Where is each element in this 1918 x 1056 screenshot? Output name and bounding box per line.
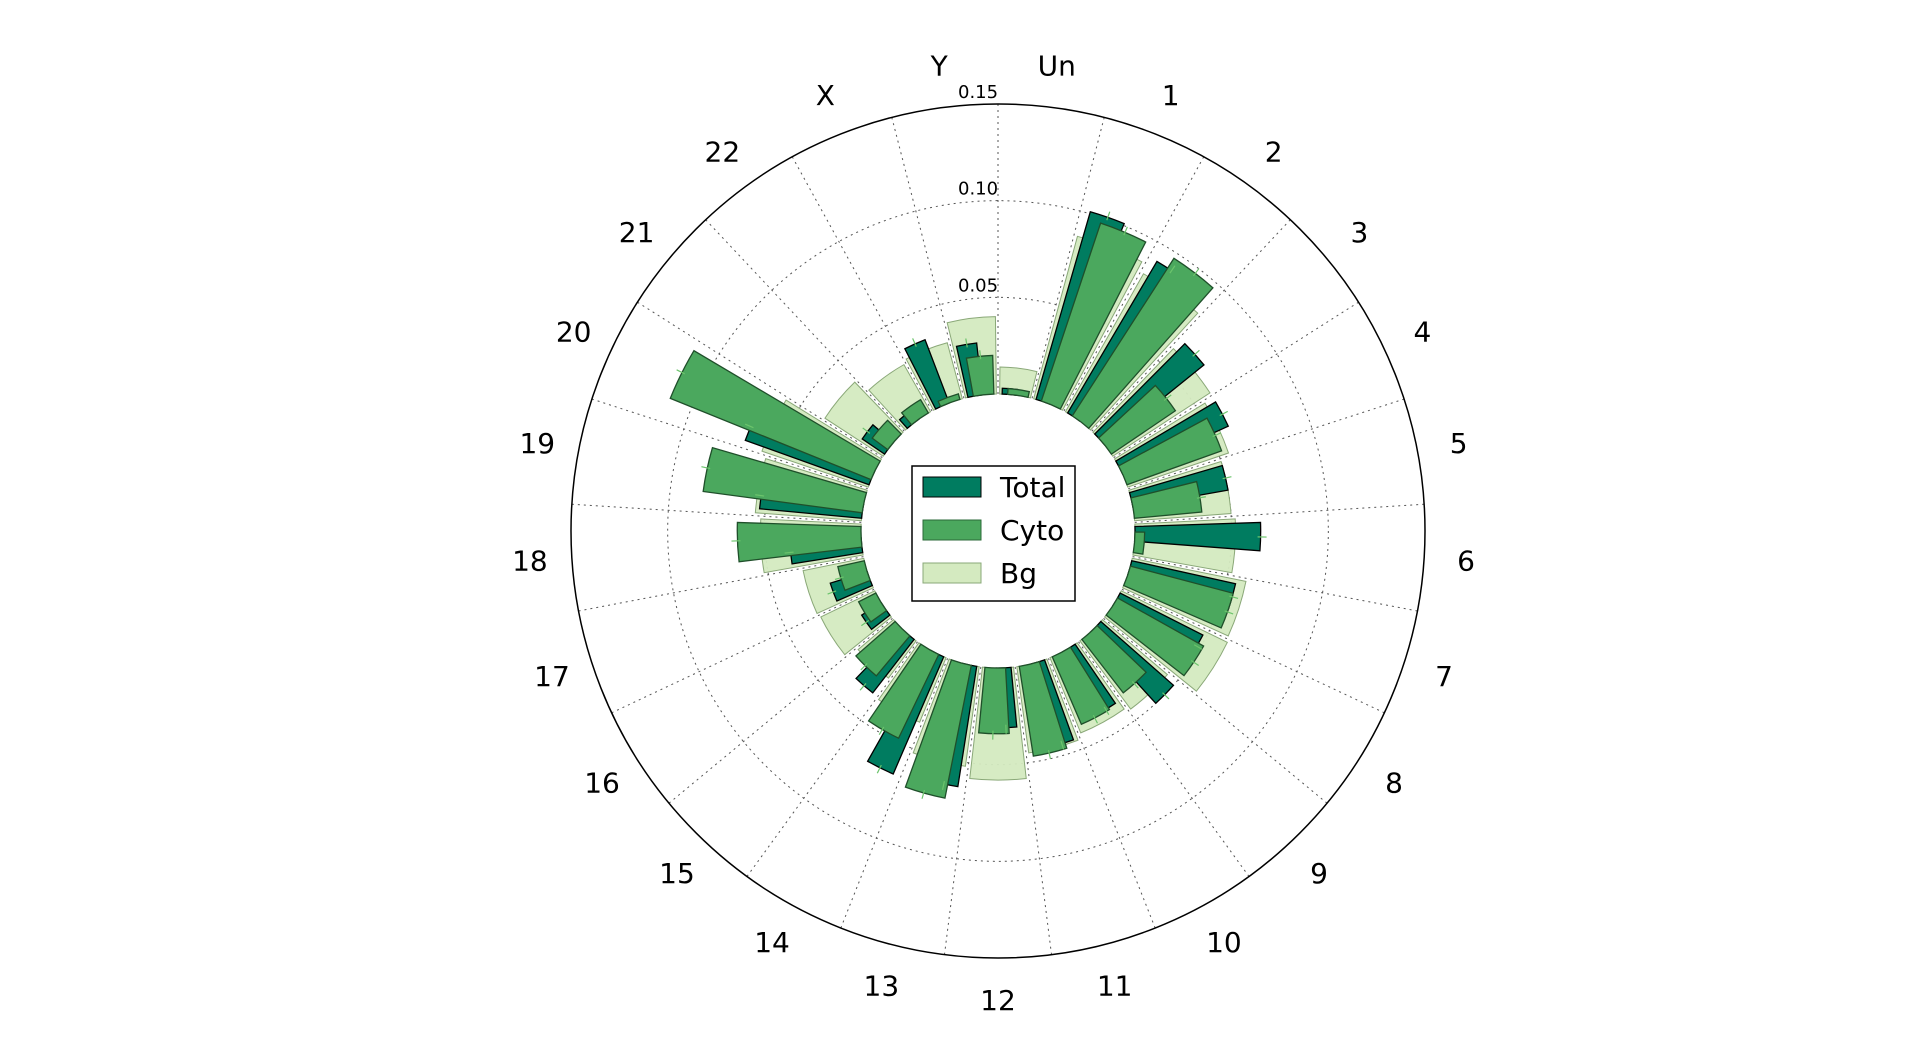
category-label: 15 [659,857,695,890]
legend: Total Cyto Bg [912,466,1075,601]
category-label: 10 [1206,926,1242,959]
category-label: 5 [1450,427,1468,460]
radial-tick-label: 0.10 [958,179,998,200]
category-label: 8 [1385,766,1403,799]
category-label: 20 [556,315,592,348]
category-label: 7 [1435,660,1453,693]
legend-swatch-total [923,477,981,497]
category-label: 14 [754,926,790,959]
bar-cyto [1133,532,1144,554]
category-label: 6 [1457,544,1475,577]
legend-label-total: Total [999,471,1065,504]
category-label: 12 [980,984,1016,1017]
category-label: 2 [1265,136,1283,169]
legend-label-cyto: Cyto [1000,514,1064,547]
category-label: 17 [534,660,570,693]
category-label: 13 [864,969,900,1002]
category-label: Y [930,50,949,83]
angular-gridline [669,618,892,803]
category-label: Un [1038,50,1076,83]
category-label: 22 [705,136,741,169]
category-label: 9 [1310,857,1328,890]
angular-gridline [612,589,874,712]
category-label: 19 [519,427,555,460]
category-label: X [816,79,835,112]
category-label: 18 [512,544,548,577]
category-label: 3 [1350,216,1368,249]
category-label: 11 [1097,969,1133,1002]
category-label: 16 [584,766,620,799]
radial-tick-label: 0.05 [958,275,998,296]
legend-swatch-bg [923,563,981,583]
category-label: 4 [1413,315,1431,348]
legend-label-bg: Bg [1000,557,1037,590]
legend-swatch-cyto [923,520,981,540]
radial-tick-label: 0.15 [958,82,998,103]
category-label: 21 [619,216,655,249]
angular-gridline [792,157,932,411]
category-label: 1 [1162,79,1180,112]
